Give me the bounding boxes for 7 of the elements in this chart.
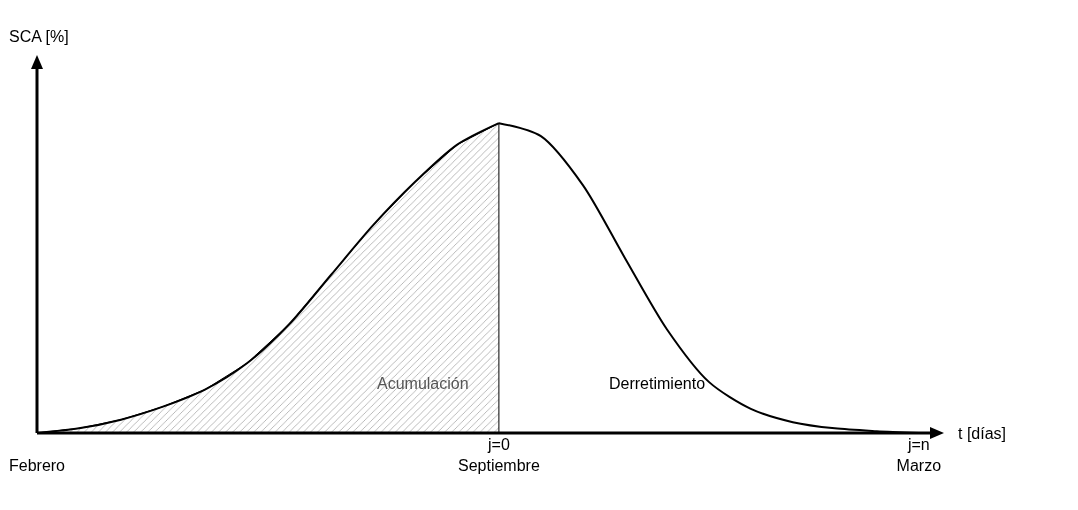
x-tick-label: j=n Marzo [896, 436, 942, 474]
x-tick-label: j=0 Septiembre [457, 436, 540, 474]
x-axis-title: t [días] [958, 425, 1007, 442]
series-label: Acumulación [377, 375, 469, 392]
series-label: Derretimiento [609, 375, 706, 392]
y-axis-title: SCA [%] [9, 28, 69, 45]
x-tick-label: Febrero [8, 456, 66, 474]
